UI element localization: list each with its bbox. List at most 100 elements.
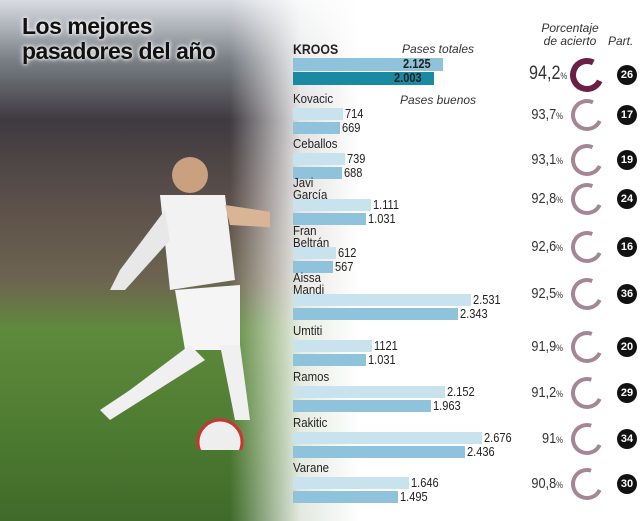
player-row: Kovacic 714 669 93,7% 17 bbox=[293, 91, 640, 139]
bar-pases-totales bbox=[293, 199, 372, 211]
player-image bbox=[100, 157, 270, 450]
accuracy-arc bbox=[571, 278, 603, 310]
player-name: Kovacic bbox=[293, 91, 334, 106]
bar-pases-totales bbox=[293, 108, 344, 120]
percent-sign: % bbox=[556, 156, 563, 166]
matches-badge: 34 bbox=[617, 429, 637, 449]
player-row: Varane 1.646 1.495 90,8% 30 bbox=[293, 460, 640, 508]
value-pases-totales: 739 bbox=[347, 151, 366, 166]
matches-badge: 26 bbox=[617, 65, 637, 85]
percent-sign: % bbox=[556, 290, 563, 300]
player-name: Ceballos bbox=[293, 136, 338, 151]
accuracy-number: 91,9 bbox=[531, 338, 557, 355]
bar-pases-totales bbox=[293, 247, 337, 259]
value-pases-buenos: 2.436 bbox=[466, 444, 495, 459]
accuracy-arc bbox=[571, 331, 603, 363]
bar-pases-totales bbox=[293, 477, 410, 489]
bar-pases-buenos bbox=[293, 400, 432, 412]
player-row: Aissa Mandi 2.531 2.343 92,5% 36 bbox=[293, 270, 640, 321]
value-pases-totales: 2.152 bbox=[446, 384, 475, 399]
header-partidos: Part. bbox=[608, 34, 634, 48]
matches-badge: 36 bbox=[617, 284, 637, 304]
bar-pases-buenos bbox=[293, 167, 342, 179]
header-pases-buenos: Pases buenos bbox=[400, 93, 477, 107]
player-row: Ceballos 739 688 93,1% 19 bbox=[293, 136, 640, 184]
matches-badge: 19 bbox=[617, 150, 637, 170]
value-pases-buenos: 1.031 bbox=[367, 352, 396, 367]
player-name: Umtiti bbox=[293, 323, 323, 338]
value-pases-buenos: 1.031 bbox=[367, 211, 396, 226]
bar-pases-totales bbox=[293, 432, 482, 444]
value-pases-totales: 1121 bbox=[374, 338, 398, 353]
value-pases-totales: 2.531 bbox=[473, 292, 502, 307]
accuracy-ring bbox=[571, 331, 603, 363]
header-porcentaje-line1: Porcentaje bbox=[541, 21, 599, 35]
value-pases-totales: 2.125 bbox=[402, 56, 431, 71]
matches-badge: 20 bbox=[617, 337, 637, 357]
accuracy-arc bbox=[571, 231, 603, 263]
accuracy-number: 93,7 bbox=[531, 106, 557, 123]
matches-badge: 30 bbox=[617, 474, 637, 494]
percent-sign: % bbox=[556, 435, 563, 445]
bar-pases-buenos bbox=[293, 213, 366, 225]
accuracy-ring bbox=[571, 468, 603, 500]
value-pases-totales: 714 bbox=[345, 106, 364, 121]
percent-sign: % bbox=[556, 243, 563, 253]
bar-pases-buenos bbox=[293, 308, 459, 320]
accuracy-ring bbox=[571, 423, 603, 455]
accuracy-arc bbox=[570, 58, 604, 92]
accuracy-ring bbox=[570, 58, 604, 92]
player-row: Rakitic 2.676 2.436 91% 34 bbox=[293, 416, 640, 463]
value-pases-buenos: 1.495 bbox=[400, 489, 429, 504]
value-pases-buenos: 1.963 bbox=[433, 398, 462, 413]
page-title: Los mejores pasadores del año bbox=[22, 14, 216, 64]
accuracy-value: 92,6% bbox=[529, 238, 563, 255]
matches-badge: 17 bbox=[617, 105, 637, 125]
value-pases-buenos: 2.003 bbox=[394, 70, 422, 85]
player-name: Aissa Mandi bbox=[293, 270, 325, 297]
value-pases-buenos: 567 bbox=[334, 259, 354, 274]
bar-pases-buenos bbox=[293, 122, 341, 134]
bar-pases-totales bbox=[293, 153, 346, 165]
value-pases-buenos: 688 bbox=[343, 165, 362, 180]
accuracy-ring bbox=[571, 377, 603, 409]
bar-pases-buenos bbox=[293, 446, 465, 458]
accuracy-number: 90,8 bbox=[531, 475, 557, 492]
bar-pases-buenos bbox=[293, 72, 435, 85]
accuracy-arc bbox=[571, 377, 603, 409]
accuracy-value: 91,2% bbox=[529, 384, 563, 401]
percent-sign: % bbox=[560, 71, 568, 81]
percent-sign: % bbox=[556, 195, 563, 205]
player-row: Ramos 2.152 1.963 91,2% 29 bbox=[293, 369, 640, 417]
bar-pases-totales bbox=[293, 294, 472, 306]
matches-badge: 16 bbox=[617, 237, 637, 257]
player-name: Ramos bbox=[293, 369, 330, 384]
accuracy-ring bbox=[571, 183, 603, 215]
accuracy-number: 93,1 bbox=[531, 151, 557, 168]
accuracy-number: 94,2 bbox=[529, 63, 561, 84]
title-line-2: pasadores del año bbox=[22, 38, 216, 64]
accuracy-value: 91% bbox=[529, 430, 563, 447]
accuracy-value: 94,2% bbox=[529, 63, 567, 85]
player-name: Javi García bbox=[293, 175, 328, 202]
percent-sign: % bbox=[556, 480, 563, 490]
header-porcentaje: Porcentaje de acierto bbox=[540, 22, 600, 48]
value-pases-totales: 612 bbox=[338, 245, 357, 260]
percent-sign: % bbox=[556, 111, 563, 121]
accuracy-number: 91 bbox=[542, 430, 557, 447]
bar-pases-buenos bbox=[293, 491, 399, 503]
bar-pases-buenos bbox=[293, 261, 333, 273]
header-porcentaje-line2: de acierto bbox=[543, 34, 597, 48]
accuracy-ring bbox=[571, 231, 603, 263]
player-name: Fran Beltrán bbox=[293, 223, 330, 250]
accuracy-value: 92,8% bbox=[529, 190, 563, 207]
header-pases-totales: Pases totales bbox=[402, 42, 475, 56]
accuracy-value: 91,9% bbox=[529, 338, 563, 355]
matches-badge: 24 bbox=[617, 189, 637, 209]
value-pases-totales: 2.676 bbox=[483, 430, 512, 445]
player-name: Varane bbox=[293, 460, 330, 475]
accuracy-value: 93,1% bbox=[529, 151, 563, 168]
accuracy-arc bbox=[571, 99, 603, 131]
value-pases-totales: 1.646 bbox=[411, 475, 439, 490]
bar-pases-totales bbox=[293, 340, 373, 352]
